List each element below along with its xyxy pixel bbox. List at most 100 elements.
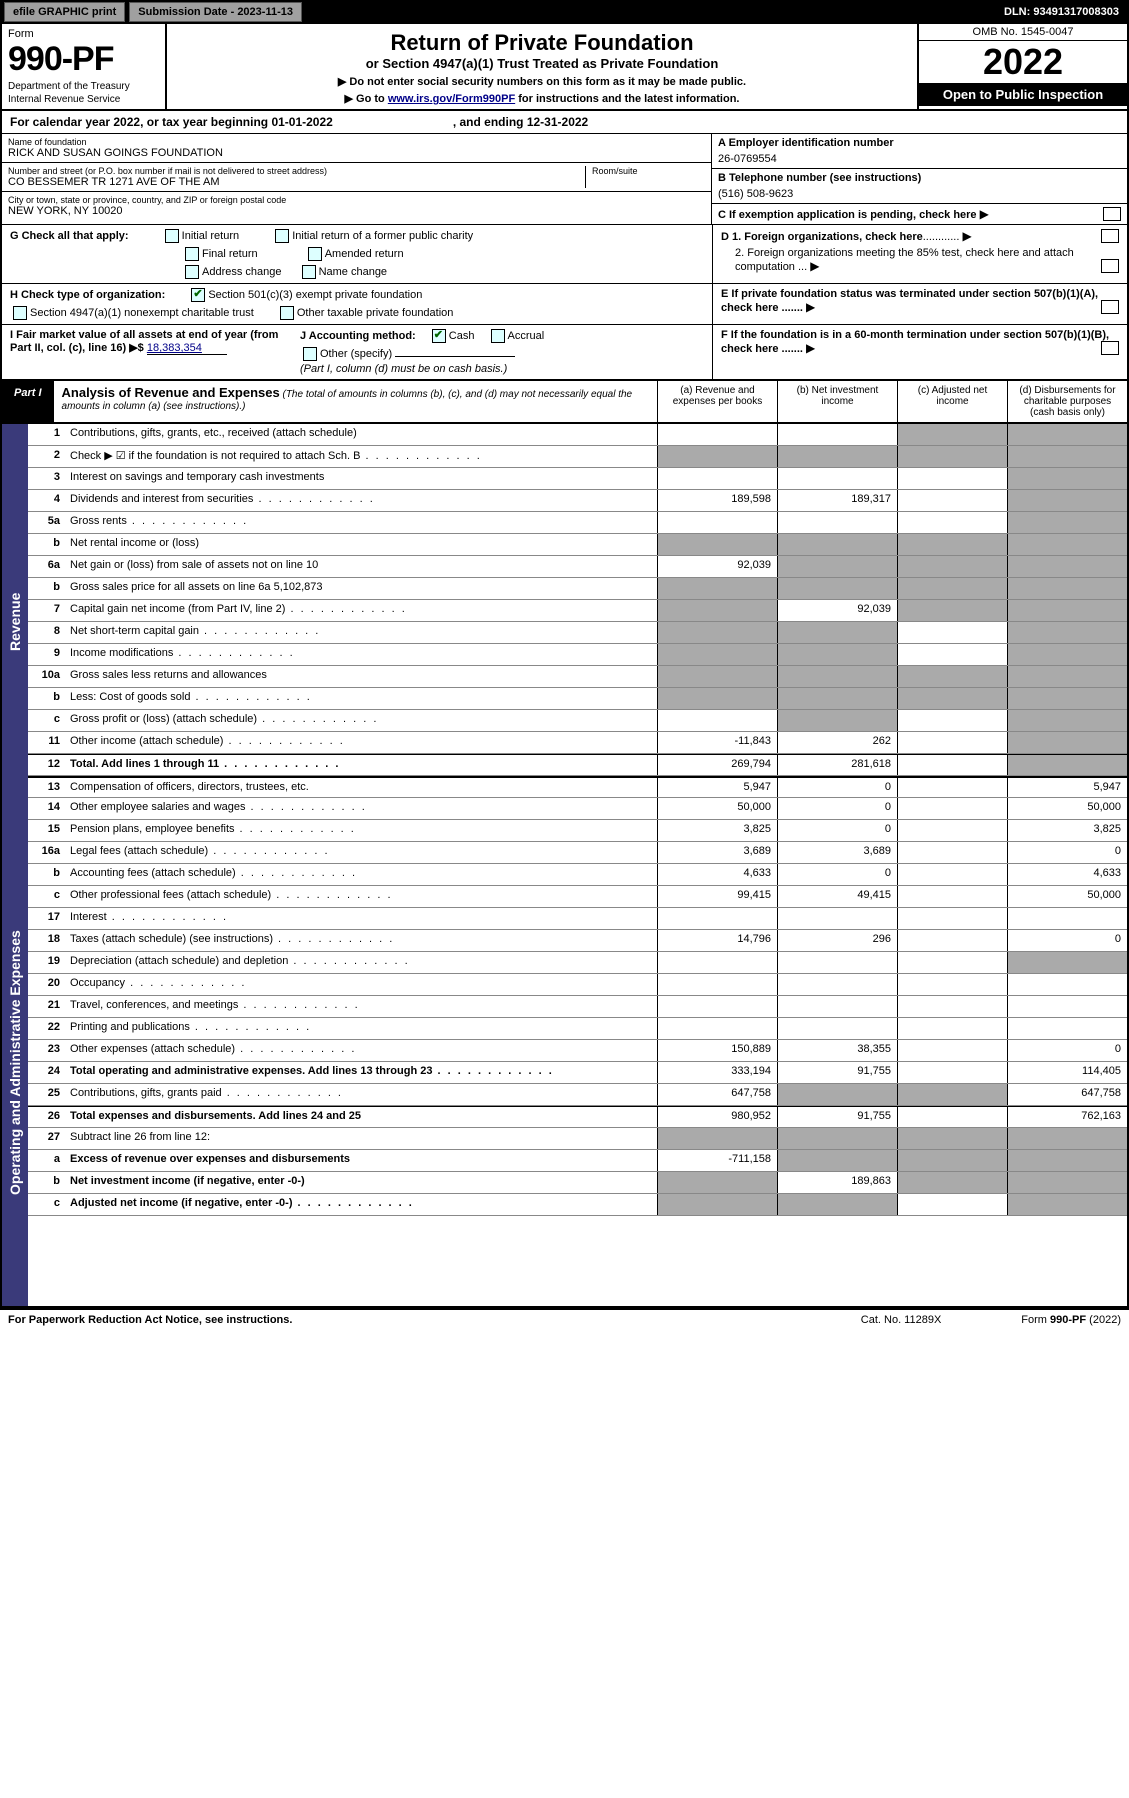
- table-row: 3Interest on savings and temporary cash …: [28, 468, 1127, 490]
- line-text: Total. Add lines 1 through 11: [66, 755, 657, 775]
- ein-label: A Employer identification number: [718, 137, 1121, 149]
- ij-section: I Fair market value of all assets at end…: [2, 325, 712, 379]
- value-col-b: 0: [777, 778, 897, 797]
- h-4947-checkbox[interactable]: [13, 306, 27, 320]
- value-col-a: [657, 644, 777, 665]
- efile-print-button[interactable]: efile GRAPHIC print: [4, 2, 125, 22]
- value-col-c: [897, 1084, 1007, 1105]
- value-col-a: 333,194: [657, 1062, 777, 1083]
- value-col-b: [777, 644, 897, 665]
- footer-left: For Paperwork Reduction Act Notice, see …: [8, 1314, 292, 1326]
- line-text: Gross sales less returns and allowances: [66, 666, 657, 687]
- value-col-b: 92,039: [777, 600, 897, 621]
- footer-right: Form 990-PF (2022): [1021, 1314, 1121, 1326]
- e-checkbox[interactable]: [1101, 300, 1119, 314]
- value-col-c: [897, 512, 1007, 533]
- value-col-c: [897, 1194, 1007, 1215]
- value-col-c: [897, 842, 1007, 863]
- addr-label: Number and street (or P.O. box number if…: [8, 166, 585, 176]
- table-row: 4Dividends and interest from securities1…: [28, 490, 1127, 512]
- value-col-c: [897, 424, 1007, 445]
- d1-checkbox[interactable]: [1101, 229, 1119, 243]
- table-row: bNet rental income or (loss): [28, 534, 1127, 556]
- value-col-b: [777, 996, 897, 1017]
- value-col-a: 92,039: [657, 556, 777, 577]
- g-final-checkbox[interactable]: [185, 247, 199, 261]
- value-col-b: [777, 424, 897, 445]
- line-text: Accounting fees (attach schedule): [66, 864, 657, 885]
- f-section: F If the foundation is in a 60-month ter…: [712, 325, 1127, 379]
- value-col-c: [897, 1150, 1007, 1171]
- value-col-a: [657, 688, 777, 709]
- g-amended-checkbox[interactable]: [308, 247, 322, 261]
- line-text: Capital gain net income (from Part IV, l…: [66, 600, 657, 621]
- table-row: 20Occupancy: [28, 974, 1127, 996]
- value-col-c: [897, 886, 1007, 907]
- table-row: 11Other income (attach schedule)-11,8432…: [28, 732, 1127, 754]
- line-text: Gross profit or (loss) (attach schedule): [66, 710, 657, 731]
- table-row: 23Other expenses (attach schedule)150,88…: [28, 1040, 1127, 1062]
- value-col-d: [1007, 446, 1127, 467]
- col-c-header: (c) Adjusted net income: [897, 381, 1007, 422]
- value-col-c: [897, 1018, 1007, 1039]
- table-row: bNet investment income (if negative, ent…: [28, 1172, 1127, 1194]
- value-col-a: 980,952: [657, 1107, 777, 1127]
- address-cell: Number and street (or P.O. box number if…: [2, 162, 711, 191]
- value-col-a: 99,415: [657, 886, 777, 907]
- irs-link[interactable]: www.irs.gov/Form990PF: [388, 93, 515, 105]
- line-text: Other income (attach schedule): [66, 732, 657, 753]
- table-row: 5aGross rents: [28, 512, 1127, 534]
- d2-checkbox[interactable]: [1101, 259, 1119, 273]
- line-number: 11: [28, 732, 66, 753]
- value-col-a: [657, 1194, 777, 1215]
- h-other-checkbox[interactable]: [280, 306, 294, 320]
- c-cell: C If exemption application is pending, c…: [712, 203, 1127, 224]
- d2-label: 2. Foreign organizations meeting the 85%…: [735, 247, 1074, 273]
- g-initial-former-checkbox[interactable]: [275, 229, 289, 243]
- line-number: 7: [28, 600, 66, 621]
- value-col-b: [777, 1018, 897, 1039]
- value-col-d: [1007, 490, 1127, 511]
- value-col-b: [777, 534, 897, 555]
- value-col-a: [657, 1128, 777, 1149]
- value-col-c: [897, 1128, 1007, 1149]
- value-col-d: [1007, 952, 1127, 973]
- j-accrual-checkbox[interactable]: [491, 329, 505, 343]
- value-col-d: [1007, 622, 1127, 643]
- table-row: 9Income modifications: [28, 644, 1127, 666]
- i-value[interactable]: 18,383,354: [147, 342, 227, 355]
- line-number: 9: [28, 644, 66, 665]
- value-col-a: [657, 1172, 777, 1193]
- g-name-checkbox[interactable]: [302, 265, 316, 279]
- value-col-a: 269,794: [657, 755, 777, 775]
- line-number: 19: [28, 952, 66, 973]
- value-col-a: [657, 512, 777, 533]
- g-initial-checkbox[interactable]: [165, 229, 179, 243]
- h-opt3: Other taxable private foundation: [297, 307, 454, 319]
- g-address-checkbox[interactable]: [185, 265, 199, 279]
- value-col-a: [657, 578, 777, 599]
- value-col-d: [1007, 996, 1127, 1017]
- j-cash-checkbox[interactable]: [432, 329, 446, 343]
- g-opt-5: Name change: [319, 266, 388, 278]
- g-section: G Check all that apply: Initial return I…: [2, 225, 712, 283]
- submission-date-label: Submission Date - 2023-11-13: [129, 2, 302, 22]
- f-label: F If the foundation is in a 60-month ter…: [721, 329, 1109, 355]
- j-other-checkbox[interactable]: [303, 347, 317, 361]
- line-text: Travel, conferences, and meetings: [66, 996, 657, 1017]
- line-number: b: [28, 534, 66, 555]
- ein-cell: A Employer identification number 26-0769…: [712, 134, 1127, 168]
- f-checkbox[interactable]: [1101, 341, 1119, 355]
- value-col-d: 4,633: [1007, 864, 1127, 885]
- c-checkbox[interactable]: [1103, 207, 1121, 221]
- value-col-b: [777, 974, 897, 995]
- name-cell: Name of foundation RICK AND SUSAN GOINGS…: [2, 134, 711, 162]
- h-501c3-checkbox[interactable]: [191, 288, 205, 302]
- table-row: bAccounting fees (attach schedule)4,6330…: [28, 864, 1127, 886]
- value-col-b: 189,317: [777, 490, 897, 511]
- value-col-c: [897, 468, 1007, 489]
- c-label: C If exemption application is pending, c…: [718, 209, 977, 221]
- dept-line1: Department of the Treasury: [8, 81, 159, 92]
- form-number: 990-PF: [8, 40, 159, 79]
- value-col-a: 14,796: [657, 930, 777, 951]
